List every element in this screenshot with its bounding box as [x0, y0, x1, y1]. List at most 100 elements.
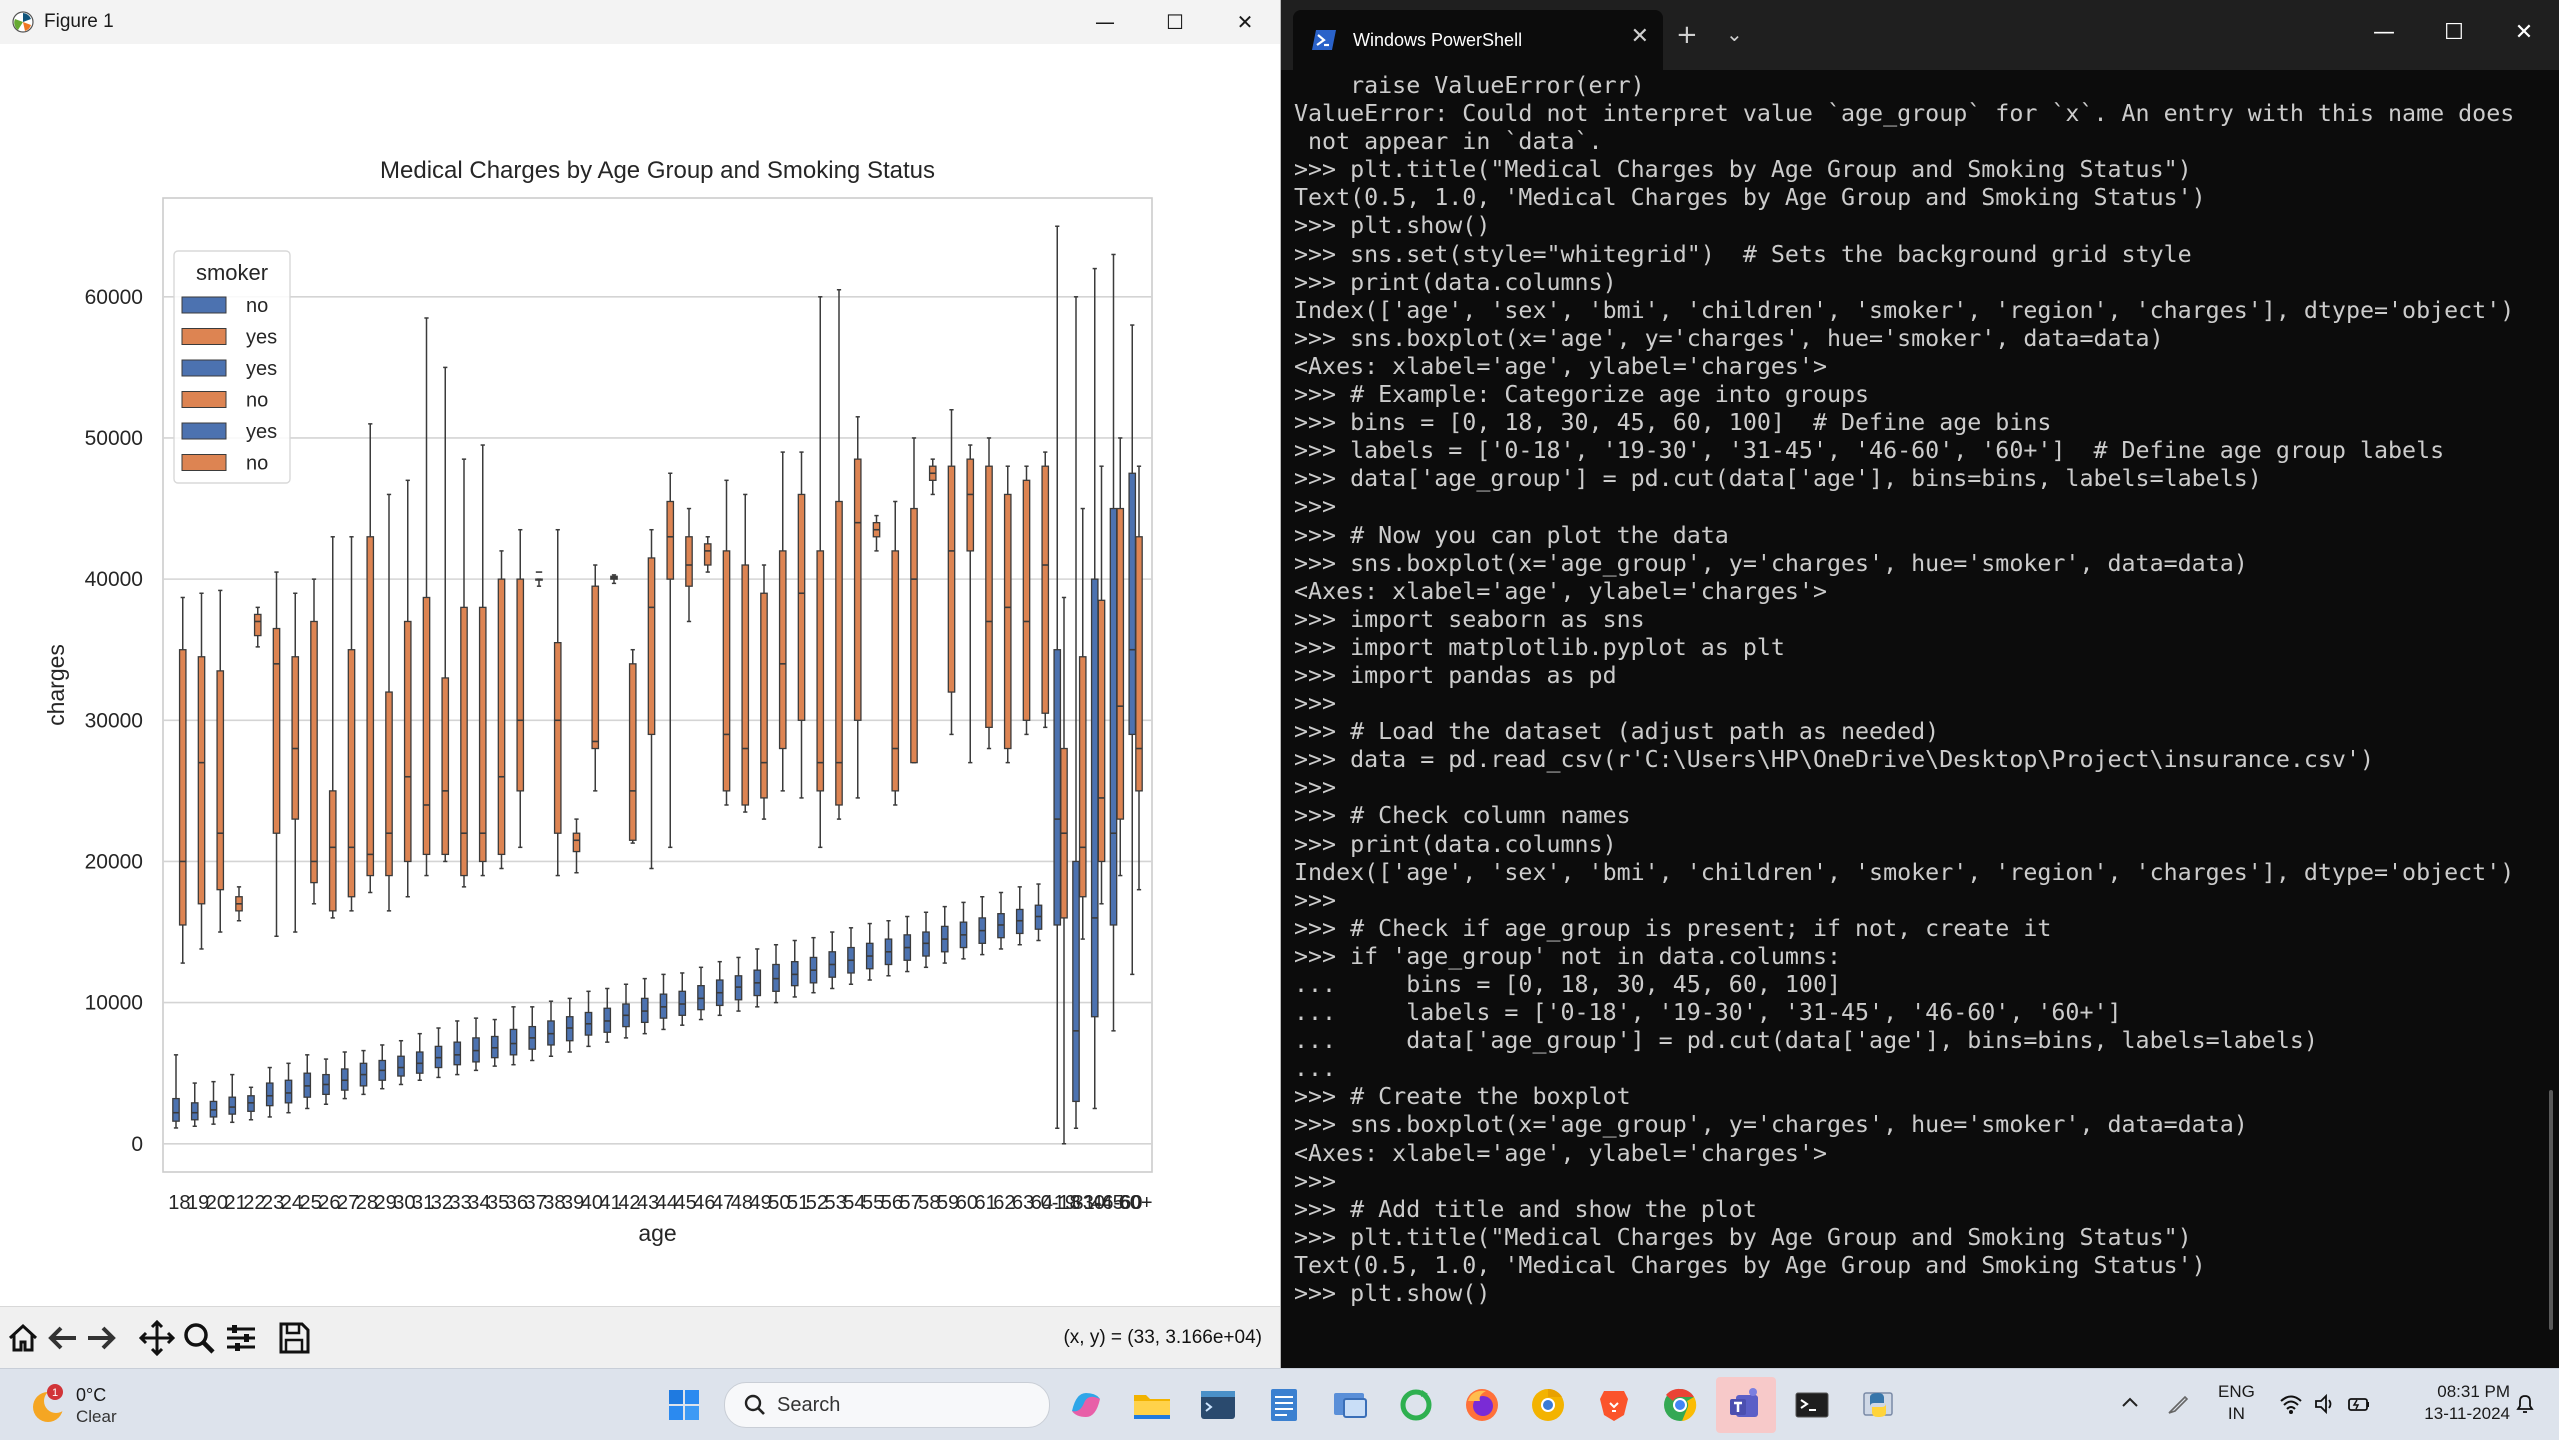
firefox-icon[interactable]: [1458, 1381, 1506, 1429]
language-indicator[interactable]: ENG IN: [2218, 1381, 2255, 1425]
plus-icon[interactable]: +: [1676, 20, 1698, 50]
box-yes[interactable]: [797, 493, 806, 721]
notification-bell-icon[interactable]: [2512, 1391, 2538, 1417]
remote-desktop-icon[interactable]: [1326, 1381, 1374, 1429]
forward-icon[interactable]: [82, 1319, 120, 1357]
box-yes[interactable]: [966, 458, 975, 552]
box-yes[interactable]: [703, 543, 712, 566]
box-yes[interactable]: [1022, 479, 1031, 721]
box-yes[interactable]: [478, 606, 487, 863]
box-yes[interactable]: [366, 536, 375, 877]
powershell-taskbar-icon[interactable]: [1788, 1381, 1836, 1429]
box-no[interactable]: [172, 1097, 180, 1122]
box-no[interactable]: [453, 1041, 462, 1066]
back-icon[interactable]: [44, 1319, 82, 1357]
close-icon[interactable]: ✕: [2514, 19, 2534, 45]
box-no[interactable]: [1053, 649, 1062, 926]
box-yes[interactable]: [741, 564, 750, 806]
box-yes[interactable]: [666, 500, 675, 580]
minimize-icon[interactable]: —: [2373, 19, 2395, 45]
box-yes[interactable]: [591, 585, 600, 750]
maximize-icon[interactable]: ☐: [1166, 10, 1184, 34]
chrome-icon[interactable]: [1656, 1381, 1704, 1429]
box-yes[interactable]: [891, 550, 900, 792]
box-yes[interactable]: [272, 627, 281, 834]
figure-canvas[interactable]: 0 10000 20000 30000 40000 50000 60000 Medical C…: [0, 44, 1278, 1306]
box-yes[interactable]: [816, 550, 825, 792]
box-yes[interactable]: [497, 578, 506, 856]
box-yes[interactable]: [553, 642, 562, 834]
box-yes[interactable]: [460, 606, 468, 877]
box-yes[interactable]: [422, 596, 431, 856]
box-yes[interactable]: [947, 465, 956, 693]
box-no[interactable]: [190, 1102, 199, 1121]
box-no[interactable]: [397, 1055, 405, 1077]
terminal-output[interactable]: raise ValueError(err) ValueError: Could n…: [1294, 72, 2544, 1362]
terminal-scrollbar[interactable]: [2549, 1090, 2553, 1330]
pen-tray-icon[interactable]: [2165, 1391, 2191, 1417]
box-yes[interactable]: [628, 663, 637, 841]
box-no[interactable]: [509, 1028, 518, 1056]
box-yes[interactable]: [835, 500, 843, 806]
clock[interactable]: 08:31 PM 13-11-2024: [2390, 1381, 2510, 1425]
chevron-up-icon[interactable]: [2118, 1391, 2142, 1415]
copilot-icon[interactable]: [1062, 1381, 1110, 1429]
weather-widget[interactable]: 1 0°C Clear: [26, 1379, 186, 1431]
box-yes[interactable]: [197, 656, 206, 905]
box-yes[interactable]: [760, 592, 768, 799]
pan-icon[interactable]: [138, 1319, 176, 1357]
box-yes[interactable]: [647, 557, 656, 736]
zoom-icon[interactable]: [180, 1319, 218, 1357]
box-yes[interactable]: [910, 507, 918, 764]
terminal-tabbar[interactable]: Windows PowerShell ✕ + ⌄ — ☐ ✕: [1281, 0, 2559, 70]
box-no[interactable]: [1090, 578, 1099, 1018]
box-no[interactable]: [228, 1096, 237, 1115]
box-yes[interactable]: [516, 578, 525, 792]
box-yes[interactable]: [347, 649, 356, 898]
maximize-icon[interactable]: ☐: [2444, 19, 2464, 45]
brave-icon[interactable]: [1590, 1381, 1638, 1429]
box-no[interactable]: [1072, 860, 1080, 1103]
box-yes[interactable]: [1097, 599, 1106, 863]
search-input[interactable]: Search: [724, 1382, 1050, 1428]
save-icon[interactable]: [275, 1319, 313, 1357]
box-yes[interactable]: [441, 677, 450, 856]
battery-icon[interactable]: [2346, 1391, 2372, 1417]
box-no[interactable]: [1109, 507, 1118, 926]
teams-icon[interactable]: [1722, 1381, 1770, 1429]
terminal-preview-icon[interactable]: [1194, 1381, 1242, 1429]
box-yes[interactable]: [328, 790, 337, 912]
box-yes[interactable]: [1003, 493, 1012, 750]
box-yes[interactable]: [985, 465, 993, 728]
box-yes[interactable]: [178, 649, 187, 926]
box-yes[interactable]: [1116, 507, 1125, 820]
wifi-icon[interactable]: [2278, 1391, 2304, 1417]
chrome-canary-icon[interactable]: [1524, 1381, 1572, 1429]
box-yes[interactable]: [310, 620, 318, 884]
windows-start-icon[interactable]: [660, 1381, 708, 1429]
figure-titlebar[interactable]: Figure 1 — ☐ ✕: [0, 0, 1280, 44]
configure-icon[interactable]: [222, 1319, 260, 1357]
box-yes[interactable]: [685, 536, 693, 587]
box-yes[interactable]: [853, 458, 862, 721]
refresh-app-icon[interactable]: [1392, 1381, 1440, 1429]
box-yes[interactable]: [253, 613, 262, 637]
box-yes[interactable]: [572, 832, 581, 853]
box-no[interactable]: [1128, 472, 1137, 736]
box-yes[interactable]: [535, 578, 543, 581]
chevron-down-icon[interactable]: ⌄: [1726, 22, 1743, 46]
box-yes[interactable]: [216, 670, 225, 891]
python-icon[interactable]: [1854, 1381, 1902, 1429]
tab-windows-powershell[interactable]: Windows PowerShell ✕: [1293, 10, 1663, 70]
box-no[interactable]: [284, 1079, 293, 1104]
box-yes[interactable]: [291, 656, 300, 820]
volume-icon[interactable]: [2312, 1391, 2338, 1417]
box-no[interactable]: [265, 1082, 274, 1107]
minimize-icon[interactable]: —: [1095, 10, 1115, 34]
box-yes[interactable]: [1078, 656, 1087, 898]
box-yes[interactable]: [778, 550, 787, 750]
box-yes[interactable]: [1041, 465, 1050, 714]
file-explorer-icon[interactable]: [1128, 1381, 1176, 1429]
box-yes[interactable]: [1135, 536, 1143, 792]
close-icon[interactable]: ✕: [1236, 10, 1254, 34]
